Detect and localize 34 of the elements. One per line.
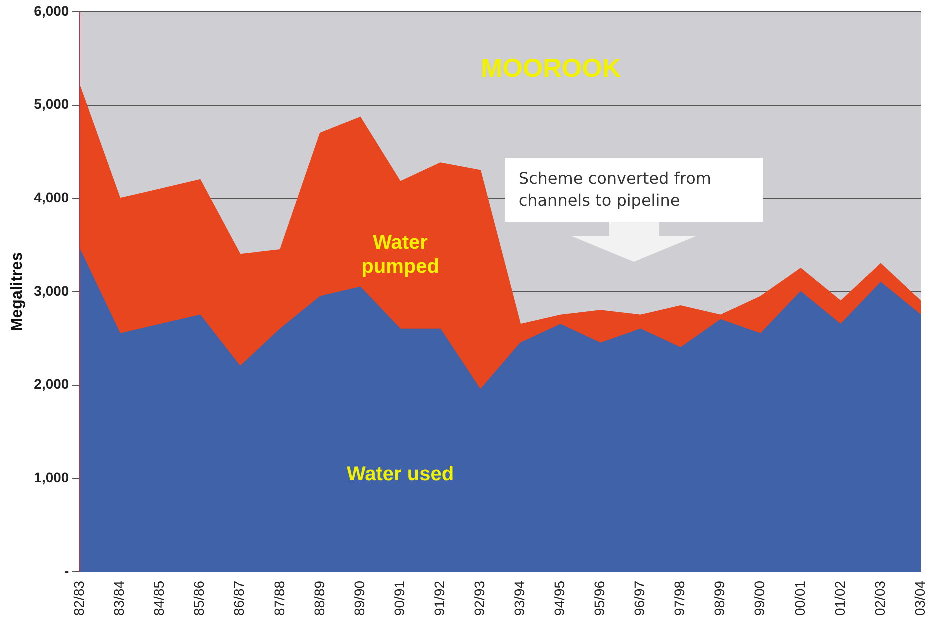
x-tick-label: 99/00 bbox=[752, 580, 768, 616]
y-tick-label: 3,000 bbox=[34, 282, 70, 299]
x-tick-label: 03/04 bbox=[912, 580, 928, 616]
series-label: Water pumped bbox=[362, 232, 440, 278]
x-tick-label: 98/99 bbox=[712, 580, 728, 616]
x-tick-label: 95/96 bbox=[592, 580, 608, 616]
y-tick-label: 2,000 bbox=[34, 376, 70, 392]
x-tick-label: 96/97 bbox=[632, 580, 648, 616]
y-tick-label: 4,000 bbox=[34, 190, 70, 206]
x-tick-label: 93/94 bbox=[511, 580, 528, 616]
x-tick-label: 87/88 bbox=[271, 580, 288, 616]
x-tick-label: 00/01 bbox=[792, 580, 808, 616]
x-tick-label: 89/90 bbox=[351, 580, 368, 616]
x-tick-label: 01/02 bbox=[832, 580, 848, 616]
x-tick-label: 88/89 bbox=[311, 580, 328, 616]
x-tick-label: 92/93 bbox=[471, 580, 488, 616]
y-tick-label: 5,000 bbox=[34, 96, 70, 112]
x-tick-label: 90/91 bbox=[391, 580, 408, 616]
y-tick-label: 6,000 bbox=[34, 2, 70, 19]
x-tick-label: 84/85 bbox=[151, 580, 168, 616]
text: MOOROOK bbox=[481, 53, 622, 84]
y-tick-label: 1,000 bbox=[34, 470, 70, 486]
x-tick-label: 86/87 bbox=[231, 580, 248, 616]
y-axis-title: Megalitres bbox=[9, 252, 26, 332]
x-tick-label: 94/95 bbox=[552, 580, 568, 616]
x-tick-label: 83/84 bbox=[111, 580, 128, 616]
y-tick-label: - bbox=[64, 562, 70, 579]
x-tick-label: 97/98 bbox=[672, 580, 688, 616]
x-tick-label: 91/92 bbox=[431, 580, 448, 616]
x-tick-label: 02/03 bbox=[872, 580, 888, 616]
x-tick-label: 82/83 bbox=[71, 580, 88, 616]
callout-box: Scheme converted from channels to pipeline bbox=[504, 158, 763, 222]
series-label: Water used bbox=[346, 463, 454, 486]
x-tick-label: 85/86 bbox=[191, 580, 208, 616]
